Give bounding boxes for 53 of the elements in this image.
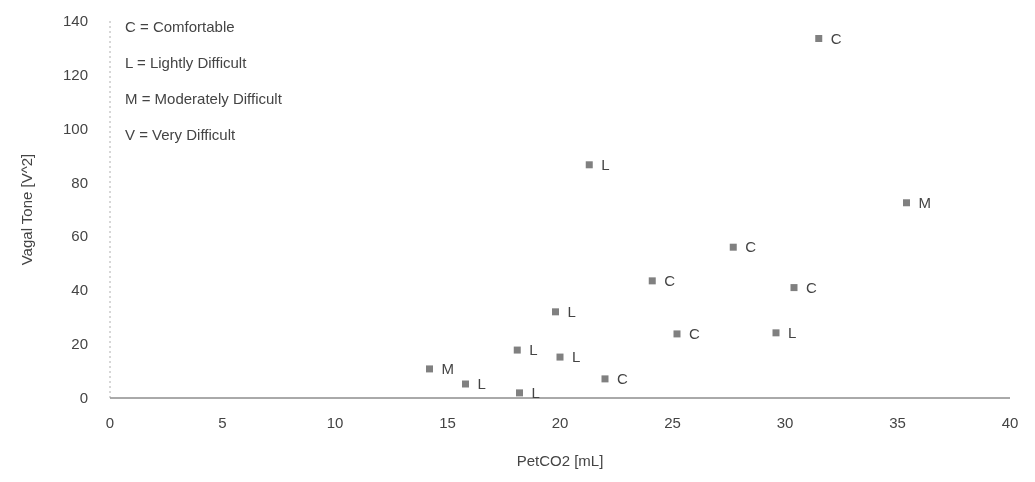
y-tick-label: 100 bbox=[62, 119, 88, 137]
point bbox=[516, 389, 523, 397]
x-tick-label: 10 bbox=[326, 414, 344, 431]
annotation: M = Moderately Difficult bbox=[125, 90, 283, 107]
x-axis-title: PetCO2 [mL] bbox=[516, 452, 604, 469]
point bbox=[552, 308, 559, 316]
data-label: C bbox=[689, 324, 700, 342]
point bbox=[426, 365, 433, 373]
x-tick-label: 35 bbox=[889, 414, 906, 431]
data-label: L bbox=[572, 348, 581, 366]
y-tick-label: 0 bbox=[79, 389, 88, 406]
point bbox=[601, 375, 609, 383]
x-tick-label: 20 bbox=[551, 414, 569, 431]
data-label: C bbox=[745, 238, 757, 256]
point bbox=[815, 35, 823, 42]
x-tick-label: 25 bbox=[664, 414, 681, 431]
y-tick-label: 40 bbox=[71, 281, 88, 299]
y-tick-label: 20 bbox=[71, 335, 88, 353]
data-label: C bbox=[664, 271, 676, 289]
data-label: L bbox=[601, 155, 610, 173]
data-label: M bbox=[918, 193, 931, 211]
annotation: L = Lightly Difficult bbox=[125, 54, 248, 71]
point bbox=[513, 346, 521, 354]
point bbox=[648, 277, 656, 285]
x-tick-label: 5 bbox=[218, 414, 227, 431]
data-label: C bbox=[830, 29, 842, 47]
y-axis-title: Vagal Tone [V^2] bbox=[18, 153, 35, 266]
point bbox=[729, 243, 737, 251]
annotation: V = Very Difficult bbox=[125, 126, 237, 143]
y-tick-label: 60 bbox=[71, 227, 88, 245]
x-tick-label: 0 bbox=[105, 414, 115, 431]
point bbox=[673, 330, 681, 338]
data-label: M bbox=[441, 359, 454, 377]
data-label: C bbox=[806, 278, 817, 296]
annotation: C = Comfortable bbox=[125, 18, 235, 35]
y-tick-label: 120 bbox=[62, 65, 88, 83]
point bbox=[462, 380, 469, 388]
y-tick-label: 140 bbox=[62, 12, 88, 29]
point bbox=[790, 284, 798, 292]
x-tick-label: 15 bbox=[439, 414, 456, 431]
point bbox=[585, 161, 593, 169]
point bbox=[772, 329, 780, 337]
data-label: L bbox=[567, 302, 576, 320]
x-tick-label: 40 bbox=[1001, 414, 1019, 431]
y-tick-label: 80 bbox=[71, 173, 88, 191]
data-label: L bbox=[529, 341, 538, 359]
point bbox=[556, 353, 564, 361]
point bbox=[903, 199, 910, 207]
data-label: L bbox=[531, 383, 540, 401]
x-tick-label: 30 bbox=[776, 414, 794, 431]
data-label: L bbox=[788, 323, 797, 341]
data-label: L bbox=[477, 375, 486, 392]
data-label: C bbox=[617, 369, 628, 387]
